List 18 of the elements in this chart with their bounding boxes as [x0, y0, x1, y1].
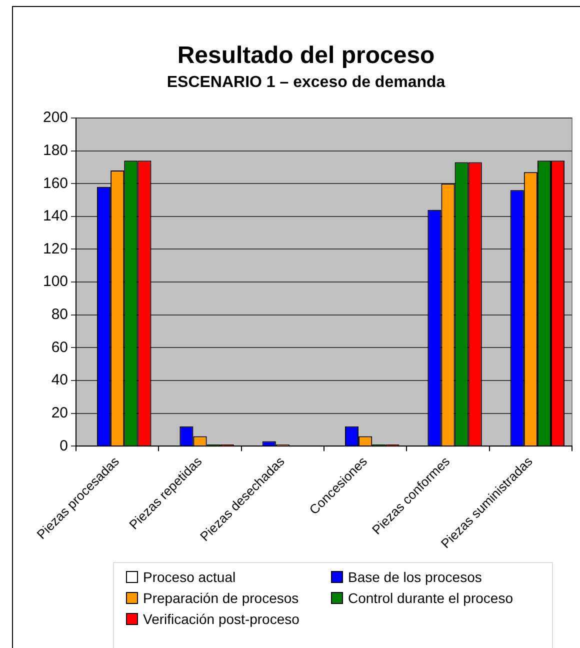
legend-label: Verificación post-proceso: [143, 611, 300, 627]
y-tick-label: 80: [51, 306, 68, 324]
legend-label: Control durante el proceso: [348, 590, 513, 606]
chart-title: Resultado del proceso: [177, 42, 435, 70]
legend-label: Preparación de procesos: [143, 590, 299, 606]
y-tick-label: 120: [42, 240, 68, 258]
y-tick-label: 100: [42, 273, 68, 290]
chart-subtitle: ESCENARIO 1 – exceso de demanda: [166, 74, 446, 91]
y-tick-label: 180: [42, 142, 68, 159]
y-tick-label: 0: [60, 437, 68, 454]
legend-label: Base de los procesos: [348, 569, 482, 585]
y-tick-label: 40: [51, 372, 68, 389]
y-tick-label: 200: [42, 109, 68, 126]
y-tick-label: 140: [42, 208, 68, 225]
y-tick-label: 60: [51, 338, 68, 356]
y-tick-label: 20: [51, 404, 68, 422]
y-tick-label: 160: [42, 174, 68, 192]
legend-label: Proceso actual: [143, 569, 236, 585]
